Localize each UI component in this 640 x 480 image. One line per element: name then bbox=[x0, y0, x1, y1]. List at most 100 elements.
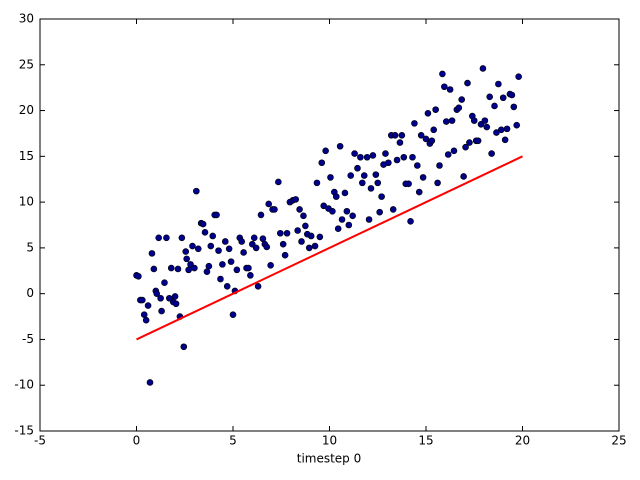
point bbox=[336, 142, 344, 150]
point bbox=[351, 150, 358, 157]
point bbox=[442, 118, 450, 125]
point bbox=[327, 174, 334, 181]
point bbox=[503, 125, 511, 133]
point bbox=[292, 196, 300, 203]
point bbox=[359, 179, 366, 187]
point bbox=[250, 234, 258, 242]
point bbox=[385, 159, 392, 167]
point bbox=[180, 343, 188, 351]
point bbox=[225, 245, 233, 253]
point bbox=[428, 137, 436, 145]
y-tick-label: 15 bbox=[19, 149, 34, 163]
point bbox=[318, 159, 326, 167]
point bbox=[146, 379, 154, 386]
point bbox=[409, 153, 416, 161]
point bbox=[372, 171, 380, 178]
point bbox=[369, 152, 377, 159]
point bbox=[185, 266, 192, 274]
point bbox=[271, 206, 278, 213]
point bbox=[338, 216, 346, 223]
point bbox=[374, 179, 382, 187]
point bbox=[238, 238, 245, 245]
point bbox=[446, 86, 454, 93]
point bbox=[329, 207, 336, 215]
x-tick-label: 15 bbox=[418, 434, 433, 448]
point bbox=[138, 296, 146, 304]
point bbox=[150, 265, 158, 273]
point bbox=[221, 238, 229, 245]
y-tick-label: 0 bbox=[26, 286, 34, 300]
y-tick-label: -5 bbox=[22, 332, 34, 346]
point bbox=[275, 178, 282, 186]
point bbox=[389, 206, 397, 213]
y-tick-label: 20 bbox=[19, 103, 34, 117]
point bbox=[367, 185, 375, 192]
point bbox=[354, 164, 361, 172]
point bbox=[515, 73, 522, 80]
point bbox=[422, 135, 430, 143]
line bbox=[136, 155, 523, 341]
point bbox=[252, 244, 260, 252]
point bbox=[240, 249, 247, 256]
point bbox=[199, 220, 207, 228]
point bbox=[298, 238, 305, 245]
point bbox=[424, 110, 432, 117]
point bbox=[215, 247, 222, 254]
point bbox=[464, 79, 471, 87]
point bbox=[332, 193, 340, 200]
point bbox=[357, 153, 364, 161]
x-tick-label: 0 bbox=[133, 434, 141, 448]
point bbox=[229, 311, 237, 319]
point bbox=[322, 147, 329, 155]
point bbox=[305, 244, 313, 252]
point bbox=[193, 187, 200, 195]
point bbox=[189, 242, 196, 250]
point bbox=[203, 268, 211, 275]
point bbox=[247, 272, 254, 279]
point bbox=[450, 147, 458, 155]
point bbox=[259, 235, 267, 243]
y-tick-label: 25 bbox=[19, 57, 34, 71]
point bbox=[205, 262, 213, 270]
point bbox=[474, 137, 482, 145]
point bbox=[281, 251, 289, 259]
point bbox=[398, 131, 406, 139]
point bbox=[360, 172, 368, 179]
point bbox=[510, 103, 518, 111]
x-axis-label: timestep 0 bbox=[297, 452, 362, 466]
point bbox=[378, 193, 385, 200]
point bbox=[183, 255, 190, 263]
point bbox=[334, 225, 342, 232]
point bbox=[430, 126, 438, 134]
point bbox=[283, 229, 291, 237]
point bbox=[167, 264, 175, 272]
point bbox=[458, 96, 466, 103]
point bbox=[481, 117, 489, 124]
point bbox=[178, 234, 186, 242]
point bbox=[191, 264, 198, 272]
x-tick-label: 10 bbox=[322, 434, 337, 448]
point bbox=[405, 180, 412, 188]
point bbox=[434, 179, 441, 187]
point bbox=[479, 65, 487, 72]
point bbox=[460, 173, 467, 180]
point bbox=[171, 293, 179, 300]
point bbox=[432, 106, 439, 113]
point bbox=[144, 302, 152, 309]
point bbox=[263, 243, 271, 251]
point bbox=[219, 261, 226, 268]
point bbox=[254, 283, 262, 290]
point bbox=[513, 121, 521, 129]
point bbox=[300, 212, 307, 220]
point bbox=[223, 283, 231, 290]
point bbox=[455, 104, 463, 112]
point bbox=[157, 294, 164, 302]
point bbox=[363, 153, 371, 161]
point bbox=[209, 232, 217, 240]
point bbox=[365, 216, 373, 223]
point bbox=[153, 290, 161, 297]
point bbox=[161, 279, 168, 286]
point bbox=[158, 307, 165, 315]
y-tick-label: 10 bbox=[19, 195, 34, 209]
point bbox=[411, 120, 418, 127]
